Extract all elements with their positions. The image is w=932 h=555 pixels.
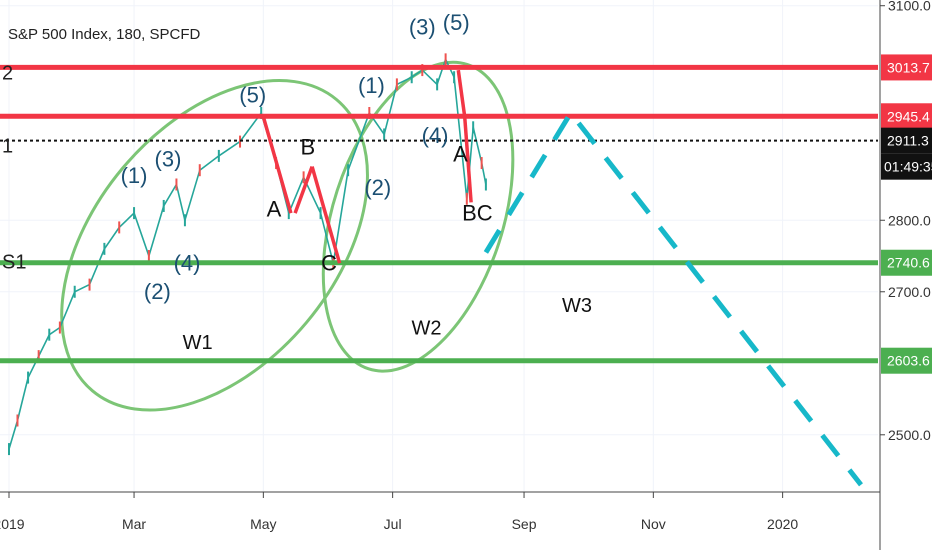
level-left-label: 2 <box>2 62 13 84</box>
wave-label: W1 <box>183 332 213 354</box>
wave-ellipse <box>321 60 515 373</box>
level-layer: 2 1 S1 <box>0 62 878 364</box>
wave-label: W2 <box>412 318 442 340</box>
wave-ellipse <box>60 79 369 412</box>
x-axis: 2019 Mar May Jul Sep Nov 2020 <box>0 491 880 550</box>
wave-label: (1) <box>358 73 385 98</box>
y-axis: 3100.0 2800.0 2700.0 2500.0 3013.7 2945.4 2911… <box>879 0 932 550</box>
y-tick-label: 2700.0 <box>888 284 931 300</box>
wave-label: (4) <box>174 250 201 275</box>
correction-line <box>310 166 342 264</box>
y-tick-label: 2500.0 <box>888 427 931 443</box>
level-price-box <box>881 127 932 154</box>
x-tick-label: 2020 <box>767 516 798 532</box>
level-price-box <box>881 54 932 81</box>
y-tick-label: 3100.0 <box>888 0 931 14</box>
level-left-label: S1 <box>2 252 26 274</box>
correction-line <box>462 116 473 203</box>
wave-label: (2) <box>144 279 171 304</box>
annotation-layer: (1)(2)(3)(4)(5)ABC(1)(2)(3)(4)(5)ABCW1W2… <box>121 10 592 354</box>
countdown-box <box>881 153 932 180</box>
wave-label: (4) <box>422 123 449 148</box>
wave-label: A <box>453 142 468 167</box>
x-axis-panel <box>0 492 880 550</box>
wave-label: (5) <box>443 10 470 35</box>
level-price-label: 3013.7 <box>887 59 930 75</box>
level-price-label: 2911.3 <box>887 133 929 149</box>
wave-label: A <box>267 197 282 222</box>
x-tick-label: 2019 <box>0 516 25 532</box>
correction-line <box>456 69 467 117</box>
level-price-label: 2740.6 <box>887 255 930 271</box>
projection-line <box>483 108 863 487</box>
x-tick-label: Mar <box>122 516 146 532</box>
countdown-label: 01:49:35 <box>884 159 932 175</box>
grid-layer <box>0 0 878 492</box>
x-tick-label: Sep <box>512 516 537 532</box>
x-tick-label: Nov <box>641 516 666 532</box>
x-tick-label: Jul <box>384 516 402 532</box>
wave-label: (1) <box>121 163 148 188</box>
wave-label: (3) <box>155 147 182 172</box>
wave-label: B <box>301 134 316 159</box>
projection-layer <box>483 108 863 487</box>
level-left-label: 1 <box>2 136 13 158</box>
x-tick-label: May <box>250 516 276 532</box>
wave-label: (2) <box>364 175 391 200</box>
wave-label: (5) <box>239 82 266 107</box>
price-layer <box>8 53 487 456</box>
wave-label: W3 <box>562 295 592 317</box>
level-price-box <box>881 249 932 276</box>
level-price-label: 2945.4 <box>887 108 930 124</box>
wave-label: C <box>321 250 337 275</box>
y-tick-label: 2800.0 <box>888 212 931 228</box>
wave-label: (3) <box>409 14 436 39</box>
chart-title: S&P 500 Index, 180, SPCFD <box>8 26 201 43</box>
ellipse-layer <box>60 60 515 412</box>
wave-label: BC <box>462 200 493 225</box>
level-price-box <box>881 347 932 374</box>
level-price-label: 2603.6 <box>887 353 930 369</box>
correction-line <box>261 116 293 214</box>
level-price-box <box>881 103 932 130</box>
correction-line <box>293 165 314 214</box>
